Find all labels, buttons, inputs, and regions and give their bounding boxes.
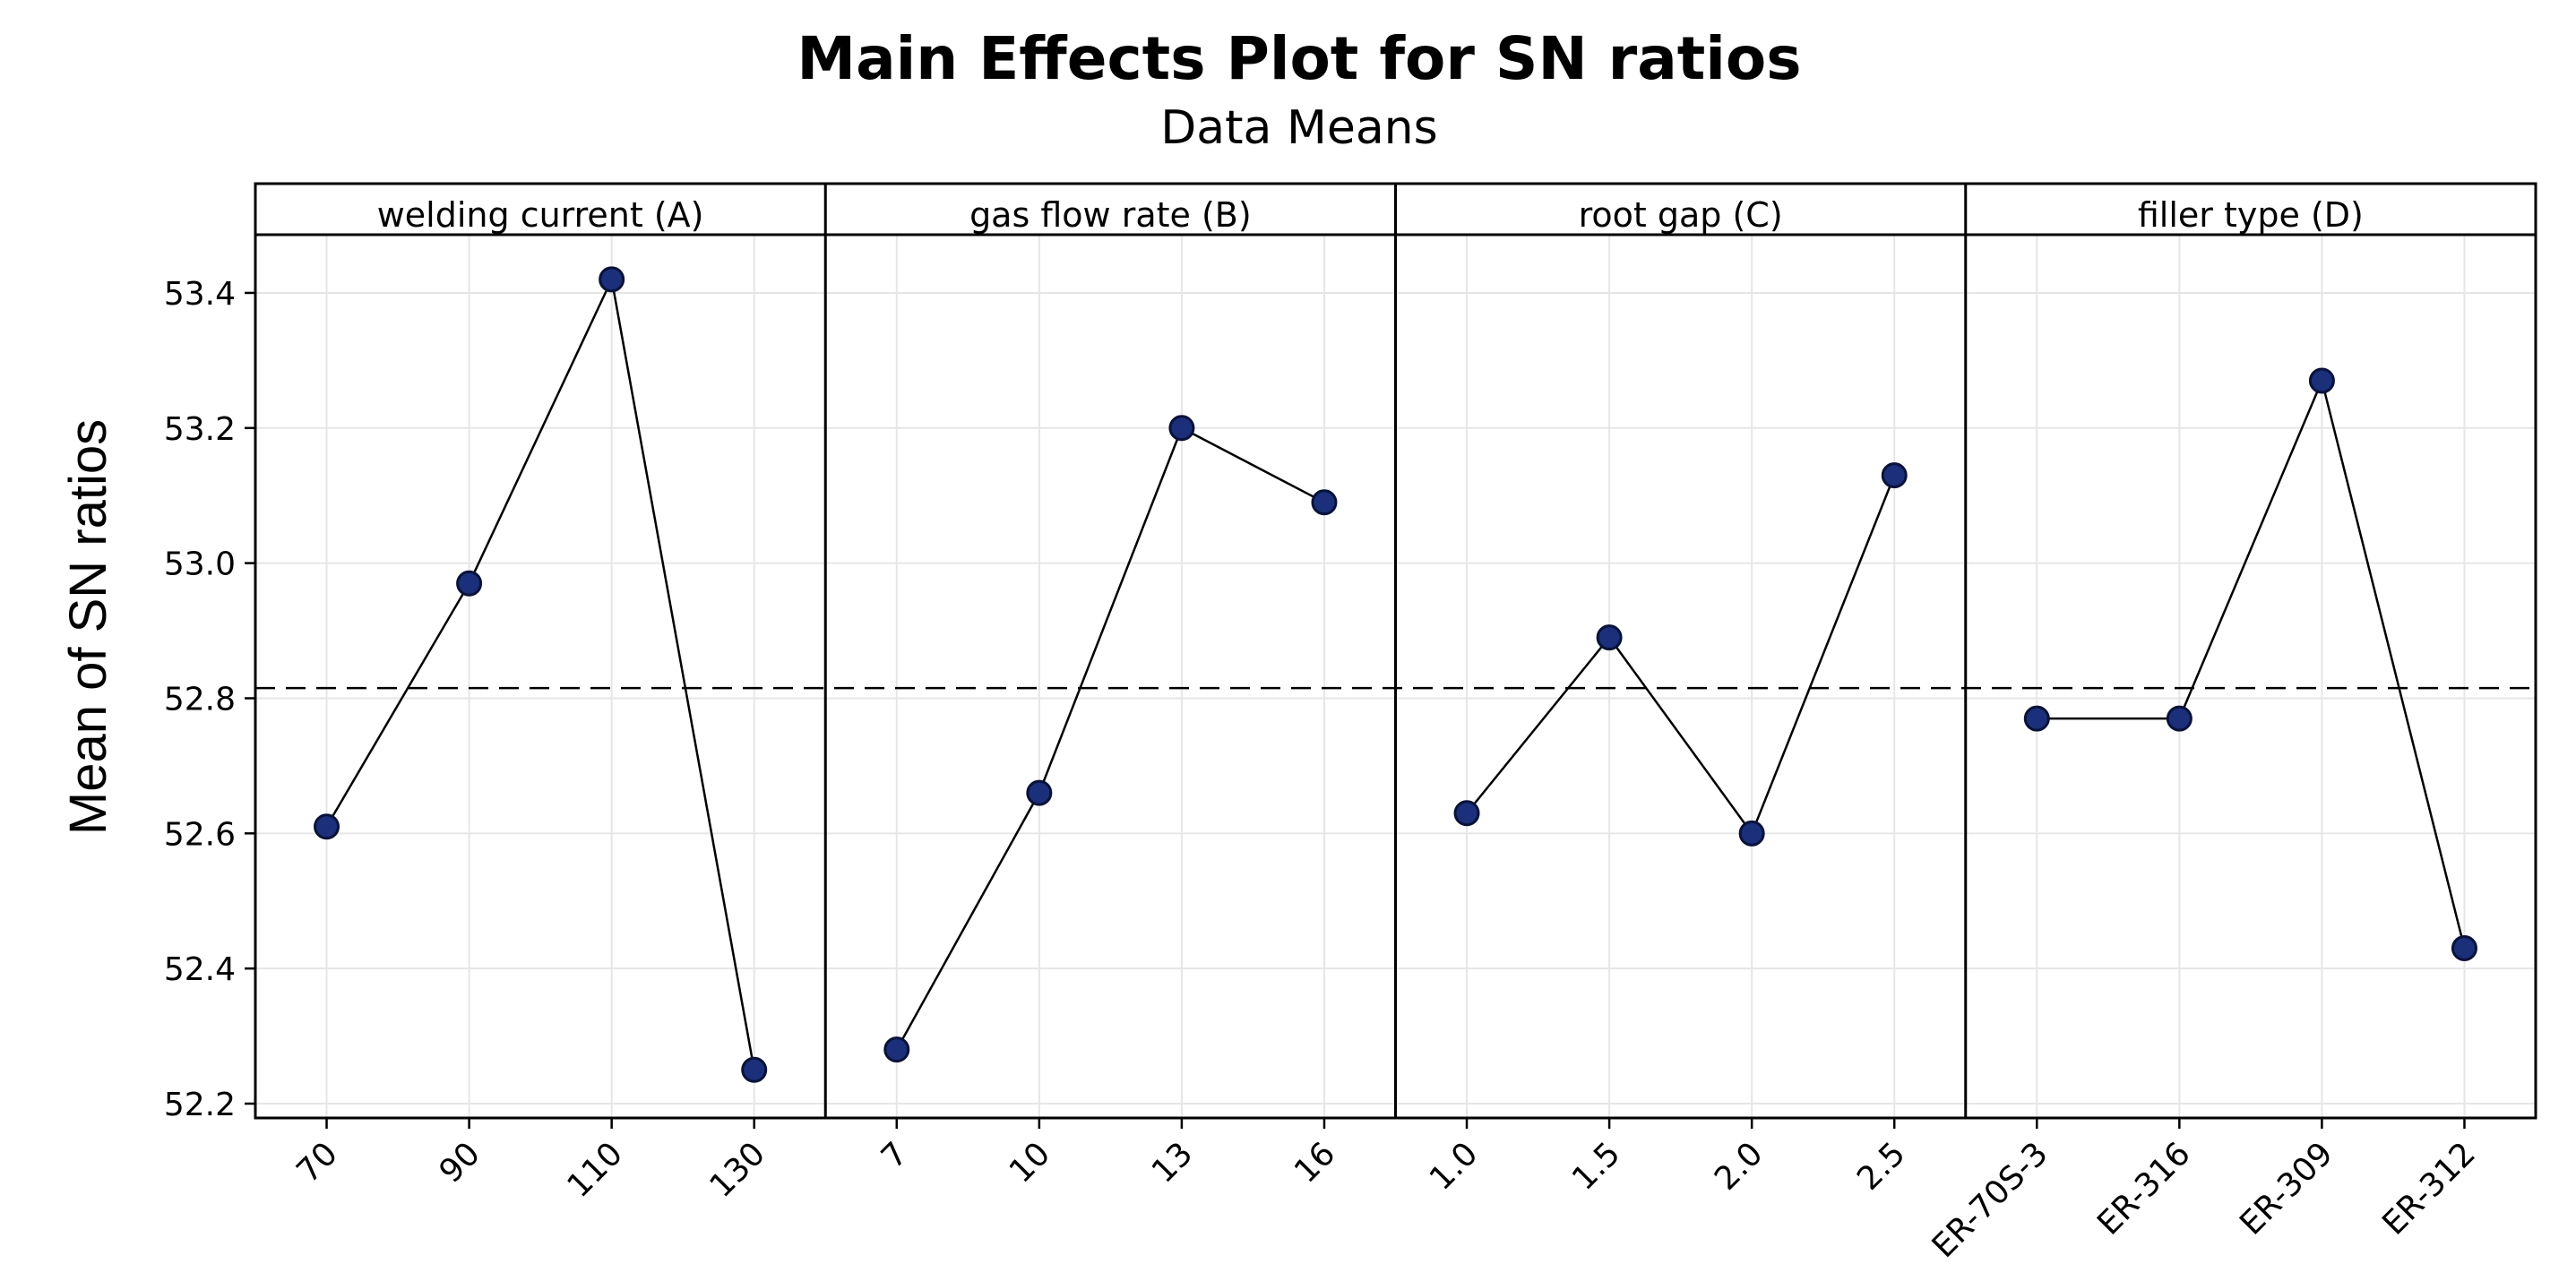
x-tick-label: 16 (1288, 1135, 1342, 1190)
data-point (1881, 462, 1908, 489)
series-line (895, 426, 1325, 1051)
x-tick-label: ER-70S-3 (1926, 1135, 2055, 1265)
data-point (1026, 779, 1053, 806)
x-tick-label: 70 (290, 1135, 345, 1190)
data-point (2451, 935, 2477, 962)
y-tick-label: 52.6 (164, 816, 236, 853)
y-axis-label: Mean of SN ratios (59, 419, 117, 835)
series-line (1466, 475, 1896, 836)
data-point (314, 813, 340, 840)
x-tick-label: 1.0 (1423, 1135, 1485, 1197)
data-point (2308, 367, 2335, 394)
x-tick-label: ER-316 (2090, 1135, 2198, 1242)
data-point (1311, 489, 1338, 516)
x-tick-label: 2.0 (1708, 1135, 1770, 1197)
chart-title: Main Effects Plot for SN ratios (797, 24, 1801, 93)
data-point (2023, 705, 2050, 732)
panel-title: root gap (C) (1579, 195, 1783, 235)
data-point (456, 570, 483, 597)
y-tick-label: 52.8 (164, 681, 236, 718)
y-tick-label: 52.4 (164, 951, 236, 988)
x-tick-label: 7 (874, 1135, 915, 1175)
panel-title: welding current (A) (377, 195, 704, 235)
y-tick-label: 53.4 (164, 276, 236, 313)
y-tick-label: 53.2 (164, 411, 236, 448)
panel-4: filler type (D) ER-70S-3 ER-316 ER-309 ER-31… (1926, 195, 2483, 1265)
data-point (2166, 705, 2193, 732)
data-point (883, 1036, 910, 1063)
x-tick-label: 110 (560, 1135, 630, 1205)
plot-area: 52.2 52.4 52.6 52.8 53.0 53.2 53.4 welding curr… (164, 182, 2537, 1265)
data-point (599, 266, 625, 293)
data-point (741, 1056, 768, 1083)
data-point (1738, 820, 1765, 847)
panel-title: filler type (D) (2138, 195, 2364, 235)
series-line (2037, 377, 2466, 949)
series-line (325, 275, 755, 1070)
data-point (1596, 624, 1623, 651)
chart-subtitle: Data Means (1160, 101, 1437, 155)
x-tick-label: 90 (433, 1135, 487, 1190)
x-tick-label: 13 (1145, 1135, 1200, 1190)
panel-1: welding current (A) 70 90 110 130 (290, 195, 773, 1205)
x-tick-label: 10 (1003, 1135, 1057, 1190)
x-tick-label: ER-312 (2375, 1135, 2483, 1242)
y-tick-label: 52.2 (164, 1087, 236, 1123)
plot-frame (254, 182, 2537, 1120)
panel-title: gas flow rate (B) (969, 195, 1252, 235)
x-tick-label: 2.5 (1850, 1135, 1912, 1197)
data-point (1168, 415, 1195, 442)
x-tick-label: 1.5 (1565, 1135, 1627, 1197)
y-tick-label: 53.0 (164, 546, 236, 583)
panel-2: gas flow rate (B) 7 10 13 16 (874, 195, 1342, 1191)
x-tick-label: 130 (702, 1135, 772, 1205)
data-point (1453, 800, 1480, 827)
panel-3: root gap (C) 1.0 1.5 2.0 2.5 (1423, 195, 1913, 1198)
x-tick-label: ER-309 (2233, 1135, 2340, 1242)
